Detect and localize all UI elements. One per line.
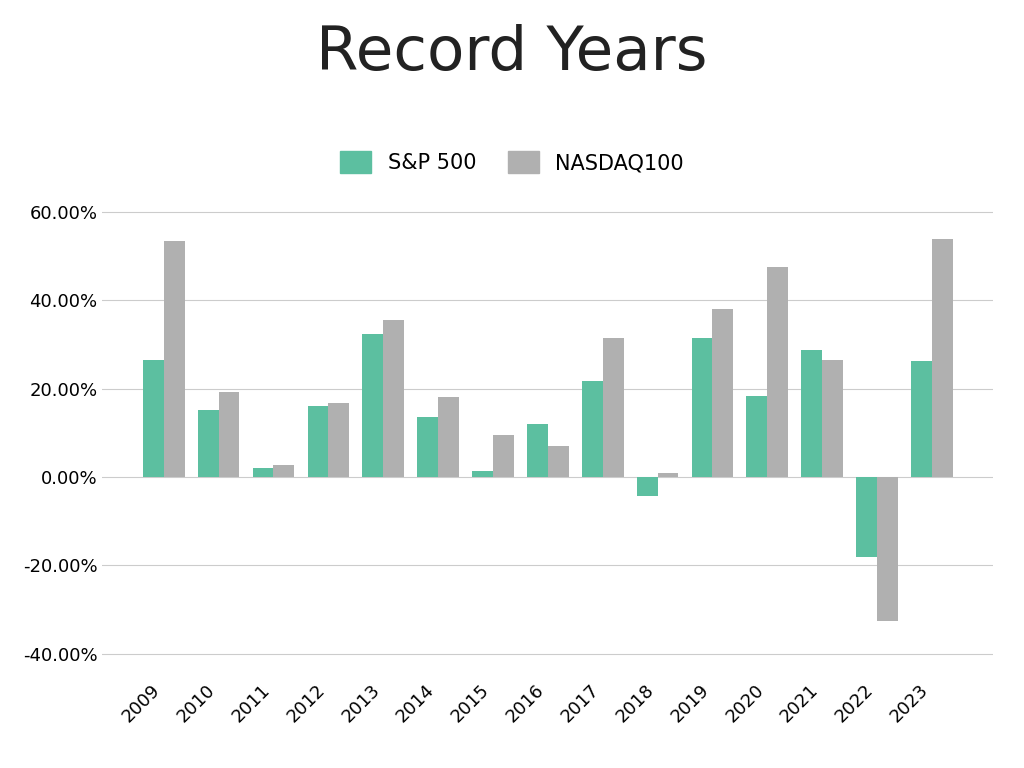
Bar bbox=[383, 320, 404, 477]
Bar bbox=[637, 477, 657, 496]
Bar bbox=[746, 396, 767, 477]
Bar bbox=[307, 406, 329, 477]
Bar bbox=[438, 397, 459, 477]
Bar bbox=[802, 350, 822, 477]
Bar bbox=[657, 472, 679, 477]
Legend: S&P 500, NASDAQ100: S&P 500, NASDAQ100 bbox=[330, 141, 694, 184]
Bar bbox=[527, 424, 548, 477]
Bar bbox=[691, 338, 713, 477]
Bar bbox=[603, 338, 624, 477]
Bar bbox=[713, 310, 733, 477]
Bar bbox=[417, 416, 438, 477]
Bar bbox=[329, 403, 349, 477]
Text: Record Years: Record Years bbox=[316, 25, 708, 83]
Bar bbox=[856, 477, 878, 557]
Bar bbox=[878, 477, 898, 621]
Bar bbox=[767, 266, 788, 477]
Bar bbox=[582, 381, 603, 477]
Bar bbox=[218, 392, 240, 477]
Bar bbox=[164, 240, 184, 477]
Bar bbox=[493, 435, 514, 477]
Bar bbox=[932, 240, 952, 477]
Bar bbox=[362, 334, 383, 477]
Bar bbox=[911, 361, 932, 477]
Bar bbox=[143, 360, 164, 477]
Bar bbox=[472, 471, 493, 477]
Bar bbox=[822, 359, 843, 477]
Bar bbox=[198, 410, 218, 477]
Bar bbox=[253, 468, 273, 477]
Bar bbox=[273, 465, 294, 477]
Bar bbox=[548, 446, 568, 477]
